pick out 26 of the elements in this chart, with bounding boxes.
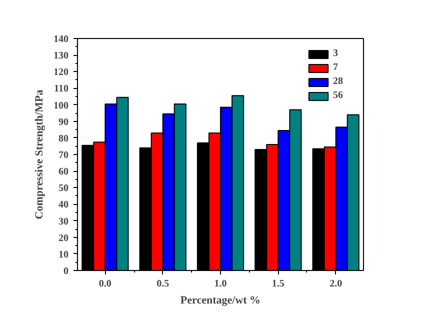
y-tick-label: 90 [58, 116, 68, 128]
y-tick-label: 30 [58, 216, 68, 228]
y-tick-label: 100 [54, 100, 68, 112]
y-tick-label: 80 [58, 133, 68, 144]
y-tick-label: 50 [58, 183, 68, 194]
x-axis-title: Percentage/wt % [180, 294, 261, 306]
legend-label: 7 [333, 62, 339, 73]
legend-label: 56 [333, 90, 344, 101]
x-tick-label: 2.0 [330, 278, 342, 290]
legend-label: 3 [333, 48, 339, 59]
x-tick-label: 0.0 [98, 278, 112, 290]
y-tick-label: 70 [58, 150, 68, 161]
y-tick-label: 140 [54, 34, 68, 45]
y-tick-label: 130 [54, 50, 68, 62]
y-tick-label: 0 [64, 266, 68, 277]
x-tick-label: 1.5 [272, 278, 284, 290]
legend-label: 28 [333, 76, 344, 87]
y-tick-label: 20 [58, 232, 68, 244]
x-tick-label: 1.0 [214, 278, 227, 290]
y-tick-label: 60 [58, 166, 68, 178]
y-tick-label: 120 [54, 67, 68, 78]
y-tick-label: 10 [58, 249, 68, 260]
x-tick-label: 0.5 [156, 278, 170, 290]
y-tick-label: 40 [58, 200, 68, 211]
y-axis-title: Compressive Strength/MPa [34, 89, 46, 220]
y-tick-label: 110 [54, 84, 69, 95]
